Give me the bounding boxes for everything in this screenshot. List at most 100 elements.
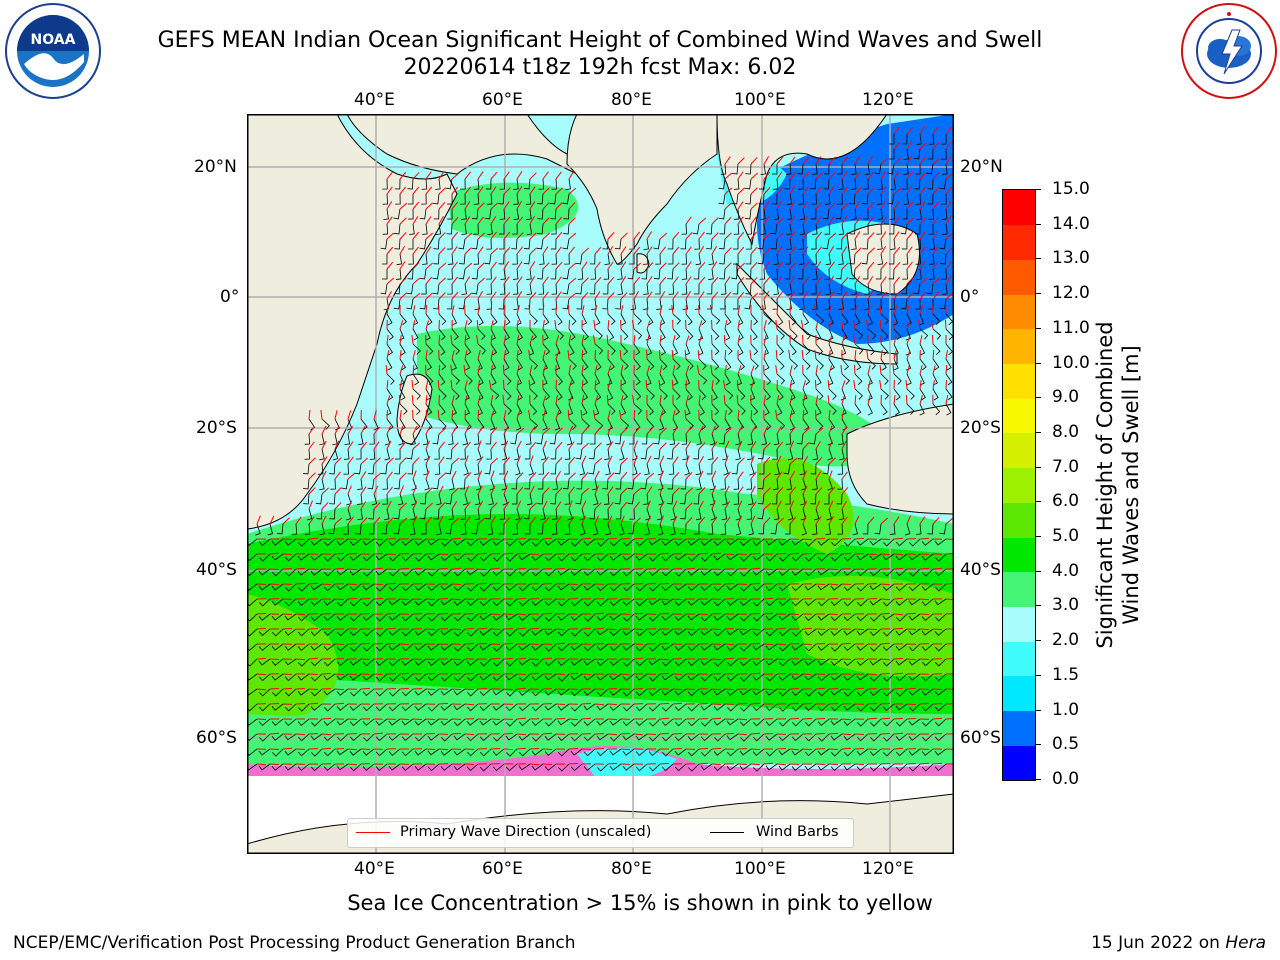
wave-direction-arrow (828, 658, 839, 661)
wave-direction-arrow (581, 247, 590, 255)
wave-direction-arrow (867, 305, 871, 315)
wave-direction-arrow (906, 305, 910, 315)
wave-direction-arrow (711, 291, 719, 300)
wind-barb (271, 733, 284, 741)
wave-direction-arrow (763, 335, 767, 345)
wind-barb (609, 598, 622, 607)
wave-direction-arrow (646, 515, 652, 525)
wind-barb (408, 253, 414, 265)
wind-barb (628, 433, 635, 445)
wind-barb (506, 748, 518, 757)
wind-barb (731, 193, 739, 205)
wind-barb (453, 613, 466, 622)
wind-barb (698, 373, 708, 385)
wave-direction-arrow (490, 395, 494, 405)
wind-barb (596, 628, 609, 636)
wave-direction-arrow (737, 305, 741, 315)
wind-barb (828, 403, 837, 415)
wave-direction-arrow (724, 471, 731, 480)
wave-direction-arrow (893, 627, 904, 630)
wave-direction-arrow (516, 276, 523, 285)
wind-barb (908, 553, 921, 561)
wind-barb (641, 268, 648, 280)
wave-direction-arrow (880, 717, 891, 720)
wind-barb (622, 643, 635, 651)
wave-direction-arrow (828, 305, 832, 315)
wave-direction-arrow (347, 718, 358, 721)
wind-barb (693, 448, 700, 460)
wave-direction-arrow (919, 335, 923, 345)
wind-barb (921, 733, 934, 742)
wind-barb (445, 493, 453, 505)
wind-barb (446, 448, 453, 460)
wind-barb (425, 418, 433, 431)
wave-direction-arrow (750, 455, 755, 465)
wind-barb (724, 373, 731, 386)
wind-barb (687, 643, 700, 652)
wave-direction-arrow (711, 261, 718, 270)
wind-barb (584, 628, 596, 637)
wind-barb (693, 268, 700, 280)
wave-direction-arrow (763, 456, 771, 465)
wind-barb (750, 328, 758, 341)
wind-barb (425, 388, 432, 401)
wind-barb (440, 718, 453, 726)
wind-barb (562, 238, 570, 250)
wind-barb (633, 343, 641, 356)
wind-barb (696, 508, 702, 521)
wind-barb (447, 283, 453, 295)
wave-direction-arrow (737, 409, 740, 420)
wave-direction-arrow (802, 395, 806, 405)
wind-barb (841, 373, 850, 385)
wind-barb (945, 373, 953, 386)
wave-direction-arrow (853, 364, 856, 375)
wave-direction-arrow (827, 379, 830, 390)
wind-barb (503, 388, 512, 400)
wave-direction-arrow (450, 365, 453, 375)
wind-barb (337, 598, 349, 607)
wave-direction-arrow (737, 276, 745, 285)
wave-direction-arrow (386, 277, 395, 285)
wave-height-map (247, 114, 954, 854)
wave-direction-arrow (841, 246, 848, 255)
wind-barb (479, 673, 492, 681)
wave-direction-arrow (828, 409, 831, 420)
wind-barb (515, 418, 522, 431)
wave-direction-arrow (852, 320, 856, 330)
wind-barb (271, 568, 284, 577)
wind-barb (484, 463, 492, 475)
wind-barb (798, 253, 805, 265)
wind-barb (440, 673, 453, 682)
wave-direction-arrow (607, 276, 615, 285)
wind-barb (760, 163, 766, 176)
wave-direction-arrow (373, 597, 384, 600)
wind-barb (752, 643, 765, 651)
wind-barb (685, 328, 694, 341)
wind-barb (659, 313, 666, 326)
wave-direction-arrow (789, 246, 796, 255)
wave-direction-arrow (775, 320, 778, 330)
wind-barb (581, 328, 589, 341)
wave-direction-arrow (269, 687, 280, 690)
wind-barb (883, 673, 895, 682)
wind-barb (539, 253, 545, 265)
wind-barb (869, 763, 882, 772)
wind-barb (828, 358, 835, 371)
wave-direction-arrow (711, 500, 716, 510)
wave-direction-arrow (893, 305, 898, 315)
wind-barb (724, 328, 731, 341)
wave-direction-arrow (880, 171, 887, 180)
wave-direction-arrow (503, 732, 514, 735)
wave-direction-arrow (932, 216, 939, 225)
wave-direction-arrow (411, 394, 414, 405)
wind-barb (464, 313, 473, 326)
wind-barb (271, 658, 284, 666)
wind-barb (336, 718, 349, 726)
wind-barb (843, 643, 856, 651)
wind-barb (752, 673, 765, 681)
wind-barb (394, 238, 401, 250)
wind-barb (851, 283, 857, 295)
wave-direction-arrow (386, 687, 397, 690)
wind-barb (609, 658, 622, 666)
wind-barb (889, 208, 896, 220)
